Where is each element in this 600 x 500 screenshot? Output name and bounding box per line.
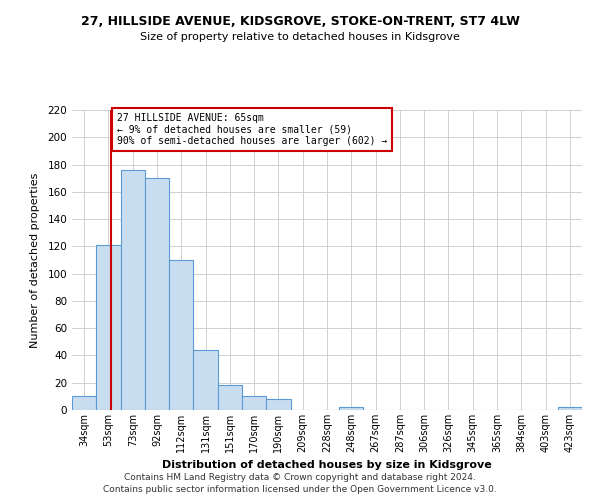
- Text: Size of property relative to detached houses in Kidsgrove: Size of property relative to detached ho…: [140, 32, 460, 42]
- Bar: [96, 245, 121, 410]
- Bar: [193, 350, 218, 410]
- Text: 27 HILLSIDE AVENUE: 65sqm
← 9% of detached houses are smaller (59)
90% of semi-d: 27 HILLSIDE AVENUE: 65sqm ← 9% of detach…: [117, 112, 387, 146]
- Bar: [169, 260, 193, 410]
- Bar: [72, 396, 96, 410]
- Bar: [145, 178, 169, 410]
- Text: Contains public sector information licensed under the Open Government Licence v3: Contains public sector information licen…: [103, 485, 497, 494]
- Bar: [121, 170, 145, 410]
- Text: Contains HM Land Registry data © Crown copyright and database right 2024.: Contains HM Land Registry data © Crown c…: [124, 472, 476, 482]
- Bar: [558, 408, 582, 410]
- Bar: [218, 386, 242, 410]
- Bar: [339, 408, 364, 410]
- X-axis label: Distribution of detached houses by size in Kidsgrove: Distribution of detached houses by size …: [162, 460, 492, 470]
- Bar: [266, 399, 290, 410]
- Text: 27, HILLSIDE AVENUE, KIDSGROVE, STOKE-ON-TRENT, ST7 4LW: 27, HILLSIDE AVENUE, KIDSGROVE, STOKE-ON…: [80, 15, 520, 28]
- Y-axis label: Number of detached properties: Number of detached properties: [31, 172, 40, 348]
- Bar: [242, 396, 266, 410]
